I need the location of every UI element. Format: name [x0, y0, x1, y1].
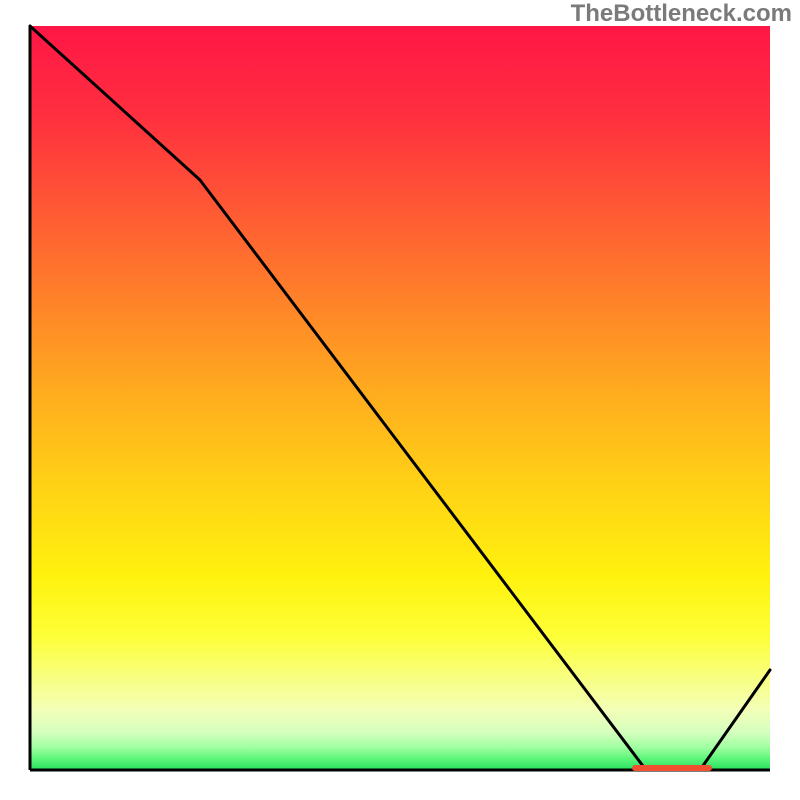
chart-svg [0, 0, 800, 800]
bottleneck-chart: TheBottleneck.com [0, 0, 800, 800]
plot-background [30, 26, 770, 770]
watermark-text: TheBottleneck.com [571, 0, 792, 28]
optimal-range-marker [632, 765, 712, 771]
